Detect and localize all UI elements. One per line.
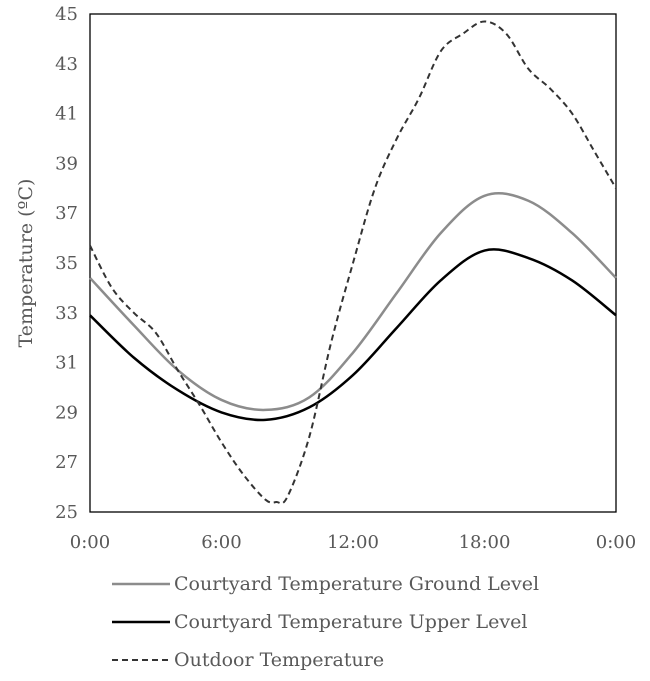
y-tick-label: 33 bbox=[55, 303, 78, 324]
series-lines bbox=[89, 20, 617, 505]
legend-label-outdoor: Outdoor Temperature bbox=[174, 649, 385, 671]
legend-swatch-ground-level bbox=[112, 582, 170, 586]
y-tick-label: 37 bbox=[55, 203, 78, 224]
legend: Courtyard Temperature Ground Level Court… bbox=[110, 565, 539, 679]
y-tick-label: 25 bbox=[55, 502, 78, 523]
x-tick-label: 6:00 bbox=[201, 532, 241, 553]
line-chart: 25 27 29 31 33 35 37 39 41 43 45 0:00 6:00 12:00 18:0… bbox=[15, 4, 636, 553]
y-tick-label: 27 bbox=[55, 452, 78, 473]
x-tick-label: 0:00 bbox=[70, 532, 110, 553]
x-axis-ticks: 0:00 6:00 12:00 18:00 0:00 bbox=[70, 532, 636, 553]
legend-item-ground-level: Courtyard Temperature Ground Level bbox=[110, 565, 539, 603]
x-tick-label: 18:00 bbox=[459, 532, 511, 553]
y-tick-label: 29 bbox=[55, 402, 78, 423]
y-tick-label: 45 bbox=[55, 4, 78, 25]
y-tick-label: 31 bbox=[55, 353, 78, 374]
plot-area-frame bbox=[89, 13, 617, 513]
legend-item-outdoor: Outdoor Temperature bbox=[110, 641, 539, 679]
y-tick-label: 39 bbox=[55, 153, 78, 174]
y-tick-label: 35 bbox=[55, 253, 78, 274]
legend-label-upper-level: Courtyard Temperature Upper Level bbox=[174, 611, 528, 633]
series-line-upper-level bbox=[89, 248, 617, 422]
y-tick-label: 41 bbox=[55, 104, 78, 125]
legend-swatch-upper-level bbox=[112, 620, 170, 624]
x-tick-label: 12:00 bbox=[327, 532, 379, 553]
series-line-ground-level bbox=[89, 192, 617, 412]
legend-label-ground-level: Courtyard Temperature Ground Level bbox=[174, 573, 540, 595]
y-axis-label: Temperature (ºC) bbox=[15, 179, 37, 348]
y-tick-label: 43 bbox=[55, 54, 78, 75]
x-tick-label: 0:00 bbox=[596, 532, 636, 553]
legend-item-upper-level: Courtyard Temperature Upper Level bbox=[110, 603, 539, 641]
y-axis-ticks: 25 27 29 31 33 35 37 39 41 43 45 bbox=[55, 4, 78, 523]
legend-swatch-outdoor bbox=[112, 659, 170, 661]
series-line-outdoor bbox=[89, 20, 617, 505]
